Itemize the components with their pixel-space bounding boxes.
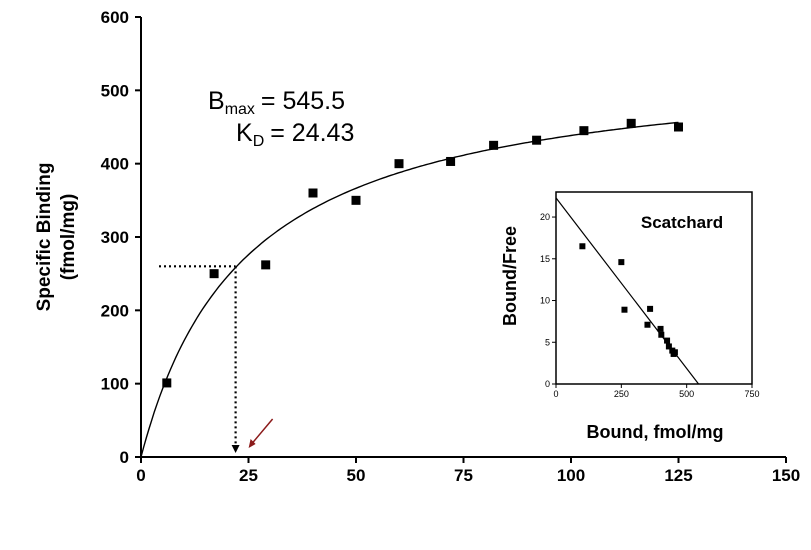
y-tick-label: 0 [120,448,129,467]
bmax-symbol: B [208,87,225,115]
data-point [626,118,636,128]
x-tick-label: 0 [136,466,145,485]
inset-y-tick-label: 20 [540,212,550,222]
bmax-value: = 545.5 [261,87,345,115]
inset-data-point [579,243,586,250]
y-axis-title-line: (fmol/mg) [58,194,79,281]
inset-x-tick-label: 0 [553,389,558,399]
data-point [446,156,456,166]
x-tick-label: 25 [239,466,258,485]
y-tick-label: 500 [101,81,129,100]
inset-x-tick-label: 500 [679,389,694,399]
data-point [261,260,271,270]
inset-title: Scatchard [641,213,723,232]
inset-x-tick-label: 250 [614,389,629,399]
inset-data-point [618,259,625,266]
y-tick-label: 100 [101,375,129,394]
kd-value: = 24.43 [270,119,354,147]
bmax-annotation: Bmax = 545.5 [208,87,345,118]
y-axis-title: Specific Binding (fmol/mg) [34,163,79,312]
inset-x-tick-label: 750 [744,389,759,399]
kd-annotation: KD = 24.43 [236,119,354,150]
fit-curve [140,121,679,458]
inset-x-axis-title: Bound, fmol/mg [587,422,724,442]
scatchard-inset: 0 5 10 15 20 0 250 500 750 Scatchard Bound, fmol/m… [500,191,760,442]
y-axis-title-line: Specific Binding [34,163,55,312]
inset-y-tick-label: 5 [545,337,550,347]
data-point [351,195,361,205]
y-tick-label: 300 [101,228,129,247]
data-point [489,140,499,150]
inset-data-point [658,331,665,338]
data-point [394,159,404,169]
x-tick-label: 125 [664,466,692,485]
inset-data-point [671,349,678,356]
guide-arrowhead [231,445,240,453]
x-tick-label: 100 [557,466,585,485]
inset-data-point [664,337,671,344]
data-point [674,122,683,132]
y-tick-label: 200 [101,301,129,320]
x-tick-label: 50 [347,466,366,485]
kd-subscript: D [253,133,265,150]
inset-data-point [644,321,651,328]
data-point [209,269,219,279]
data-point [532,135,542,145]
inset-data-point [665,343,672,350]
pointer-arrowhead [248,439,256,448]
y-tick-label: 400 [101,155,129,174]
data-point [308,188,318,198]
x-tick-label: 75 [454,466,473,485]
data-point [579,126,589,136]
inset-data-point [621,306,628,313]
inset-y-tick-label: 15 [540,254,550,264]
inset-y-tick-label: 0 [545,379,550,389]
inset-y-tick-label: 10 [540,296,550,306]
inset-frame [555,191,753,385]
inset-data-point [647,305,654,312]
inset-data-point [657,325,664,332]
kd-symbol: K [236,119,253,147]
x-tick-label: 150 [772,466,800,485]
inset-y-axis-title: Bound/Free [500,226,520,326]
pointer-arrow-line [251,418,274,445]
y-tick-label: 600 [101,8,129,27]
bmax-subscript: max [225,101,255,118]
data-point [162,378,172,388]
